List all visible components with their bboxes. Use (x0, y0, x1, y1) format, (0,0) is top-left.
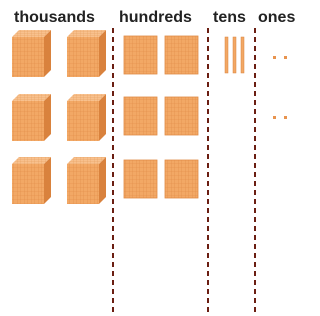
column-label: thousands (14, 9, 95, 26)
cube-side (99, 30, 106, 77)
cube-front (67, 37, 99, 77)
unit (273, 56, 276, 59)
flat (124, 160, 157, 198)
flat (165, 160, 198, 198)
column-label: ones (258, 9, 295, 26)
cube-front (67, 101, 99, 141)
flat (165, 97, 198, 135)
rod (233, 37, 236, 73)
cube-front (12, 101, 44, 141)
cube-front (12, 37, 44, 77)
cube-front (12, 164, 44, 204)
page: thousands hundreds tens ones (() => { co… (0, 0, 320, 316)
rod (241, 37, 244, 73)
cube-front (67, 164, 99, 204)
cube-side (44, 30, 51, 77)
unit (284, 56, 287, 59)
blocks (12, 30, 287, 204)
cube-side (99, 94, 106, 141)
rod (225, 37, 228, 73)
flat (124, 36, 157, 74)
place-value-diagram: thousands hundreds tens ones (0, 0, 310, 316)
column-label: hundreds (119, 9, 192, 26)
column-label: tens (213, 9, 246, 26)
cube-side (99, 157, 106, 204)
cube-side (44, 157, 51, 204)
unit (284, 116, 287, 119)
flat (124, 97, 157, 135)
flat (165, 36, 198, 74)
unit (273, 116, 276, 119)
cube-side (44, 94, 51, 141)
